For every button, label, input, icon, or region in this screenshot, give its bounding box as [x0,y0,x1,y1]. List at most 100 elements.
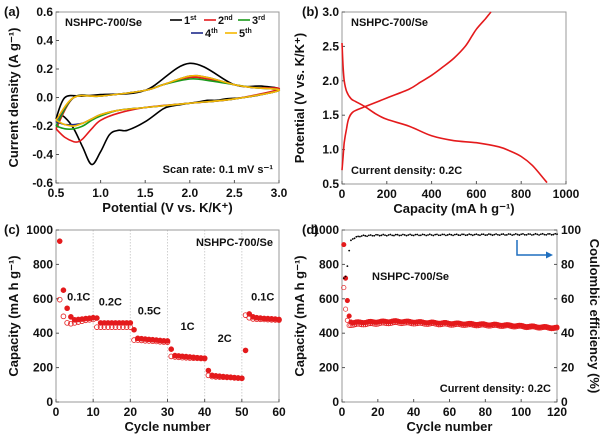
x-tick-label: 30 [161,405,175,419]
data-point-charge [131,337,137,343]
rate-label: 2C [218,333,232,345]
sample-annotation: NSHPC-700/Se [196,237,273,249]
data-point-charge [468,322,474,328]
data-point-coulombic-efficiency [471,234,474,237]
data-point-charge [437,322,444,328]
data-point-charge [242,312,249,318]
legend-label: 1st [184,15,197,27]
data-point-charge [439,321,445,327]
rate-label: 0.1C [67,292,90,304]
data-point-coulombic-efficiency [529,233,532,236]
data-point-charge [220,374,227,381]
data-point-charge [473,323,479,329]
data-point-coulombic-efficiency [434,233,437,236]
series-line-charge [341,11,492,171]
data-point-coulombic-efficiency [464,234,467,237]
y-axis-label: Capacity (mA h g⁻¹) [6,255,21,376]
x-tick-label: 1.0 [92,186,109,200]
data-point-coulombic-efficiency [382,233,385,236]
data-point-charge [400,320,406,327]
x-tick-label: 120 [547,405,567,419]
data-point-coulombic-efficiency [527,233,530,235]
data-point-charge [434,321,440,328]
data-point-coulombic-efficiency [355,235,358,238]
data-point-charge [213,374,219,380]
y-tick-label: 0.6 [36,5,53,19]
data-point-coulombic-efficiency [416,233,419,236]
data-point-coulombic-efficiency [419,234,422,237]
data-point-charge [450,322,456,328]
data-point-coulombic-efficiency [402,233,404,236]
condition-note: Scan rate: 0.1 mV s⁻¹ [163,164,274,176]
x-tick-label: 1.5 [137,186,154,200]
data-point-charge [502,323,508,329]
data-point-discharge [341,242,347,248]
data-point-charge [523,324,530,331]
data-point-charge [414,320,420,327]
data-point-coulombic-efficiency [520,233,523,236]
y2-tick-label: 20 [561,361,575,375]
data-point-coulombic-efficiency [344,275,347,278]
data-point-charge [368,320,374,327]
data-point-coulombic-efficiency [425,234,428,237]
data-point-charge [509,324,515,330]
data-point-coulombic-efficiency [357,235,360,238]
x-tick-label: 800 [511,187,531,201]
x-tick-label: 0 [339,405,346,419]
plot-frame [341,11,567,185]
data-point-charge [357,321,363,327]
data-point-coulombic-efficiency [482,233,485,236]
data-point-charge [479,322,485,328]
data-point-coulombic-efficiency [446,234,449,236]
x-tick-label: 50 [235,405,249,419]
data-point-charge [491,322,497,328]
x-tick-label: 20 [124,405,138,419]
data-point-coulombic-efficiency [407,234,410,236]
data-point-coulombic-efficiency [511,234,514,236]
data-point-coulombic-efficiency [507,233,510,235]
y-tick-label: 2.5 [322,39,339,53]
sample-annotation: NSHPC-700/Se [65,17,142,29]
data-point-coulombic-efficiency [378,234,381,237]
data-point-charge [205,372,212,379]
legend-label-suffix: nd [224,15,233,22]
axis-arrow-line [516,240,549,256]
data-point-charge [253,316,260,322]
legend-label-suffix: th [245,28,252,35]
data-point-charge [343,306,349,312]
data-point-charge [123,324,130,330]
data-point-coulombic-efficiency [394,233,397,236]
data-point-coulombic-efficiency [556,233,558,236]
data-point-coulombic-efficiency [493,233,496,236]
y-tick-label: -0.2 [32,119,53,133]
x-tick-label: 1000 [553,187,580,201]
data-point-coulombic-efficiency [532,233,535,236]
y2-tick-label: 0 [561,395,568,409]
rate-label: 0.1C [251,292,274,304]
data-point-coulombic-efficiency [448,233,451,236]
data-point-coulombic-efficiency [375,233,377,236]
series-line-discharge [341,42,548,184]
y-tick-label: 400 [319,326,339,340]
panel-d: (d)0 20 40 60 80 100 1200200400600800100002040… [292,222,600,434]
y-tick-label: 1000 [312,223,339,237]
x-axis-label: Cycle number [407,419,493,434]
legend-label-suffix: th [211,28,218,35]
y2-tick-label: 80 [561,257,575,271]
data-point-charge [540,325,546,331]
data-point-charge [261,316,267,323]
data-point-charge [146,338,152,344]
x-tick-label: 0 [339,187,346,201]
data-point-coulombic-efficiency [488,233,490,235]
data-point-charge [378,320,384,326]
data-point-charge [153,338,160,345]
legend-label-number: 2 [218,15,224,27]
y-tick-label: 400 [33,326,53,340]
data-point-charge [380,320,386,326]
data-point-coulombic-efficiency [457,234,460,236]
x-tick-label: 0.5 [48,186,65,200]
data-point-charge [421,321,427,327]
data-point-charge [405,320,411,326]
data-point-coulombic-efficiency [423,233,426,236]
data-point-charge [108,324,115,330]
